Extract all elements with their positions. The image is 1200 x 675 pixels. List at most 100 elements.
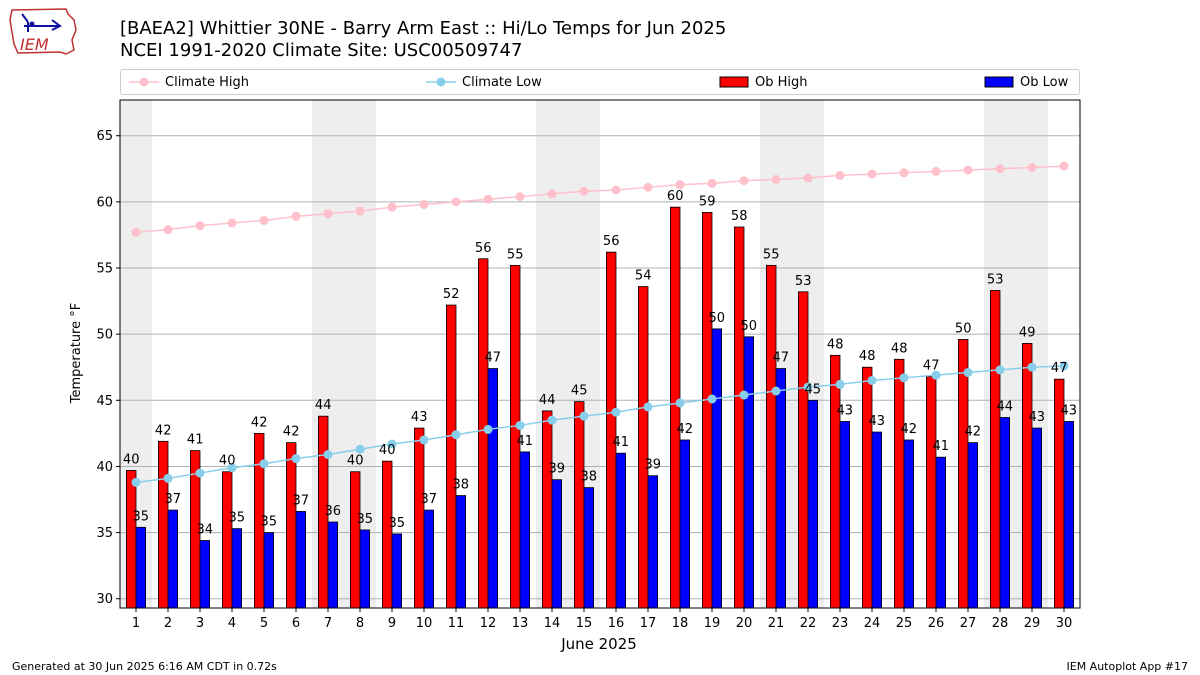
- ob-high-bar: [606, 251, 617, 609]
- ob-low-label: 37: [293, 493, 310, 508]
- ob-low-bar: [775, 368, 787, 609]
- climate-high-point: [1059, 161, 1069, 171]
- x-tick-label: 30: [1056, 616, 1073, 631]
- climate-low-point: [131, 477, 141, 487]
- climate-high-point: [995, 164, 1005, 174]
- ob-high-bar: [766, 264, 777, 609]
- x-tick-label: 8: [356, 616, 364, 631]
- climate-high-line: [135, 165, 1065, 234]
- climate-low-point: [643, 402, 653, 412]
- station-dot-icon: [29, 21, 35, 27]
- climate-high-point: [803, 173, 813, 183]
- ob-low-label: 38: [581, 470, 598, 485]
- climate-high-point: [707, 178, 717, 188]
- climate-high-point: [419, 200, 429, 210]
- ob-low-bar: [199, 540, 210, 609]
- climate-low-point: [771, 386, 781, 396]
- climate-low-point: [995, 365, 1005, 375]
- ob-high-label: 56: [475, 241, 492, 256]
- ob-low-label: 42: [901, 422, 918, 437]
- ob-high-label: 56: [603, 234, 620, 249]
- ob-low-label: 43: [1061, 403, 1078, 418]
- x-tick-label: 25: [896, 616, 913, 631]
- x-tick-label: 27: [960, 616, 977, 631]
- climate-high-point: [163, 225, 173, 235]
- ob-low-bar: [839, 421, 851, 609]
- x-tick-label: 24: [864, 616, 881, 631]
- ob-low-bar: [711, 328, 723, 609]
- climate-high-point: [387, 202, 397, 212]
- ob-high-label: 52: [443, 287, 460, 302]
- ob-low-label: 41: [517, 434, 534, 449]
- ob-low-label: 35: [357, 512, 374, 527]
- climate-high-point: [131, 227, 141, 237]
- ob-low-bar: [871, 431, 883, 609]
- climate-high-point: [291, 211, 301, 221]
- climate-high-point: [739, 176, 749, 186]
- climate-low-point: [835, 379, 845, 389]
- y-tick-label: 65: [96, 129, 113, 144]
- x-tick-label: 20: [736, 616, 753, 631]
- x-tick-label: 7: [324, 616, 332, 631]
- x-tick-label: 9: [388, 616, 396, 631]
- bar-data-labels: 40 35 42 37 41 34 40 35 42 35 42 37 44 36 40 35 40 35 43 37…: [123, 189, 1077, 537]
- x-tick-label: 13: [512, 616, 529, 631]
- climate-high-point: [675, 180, 685, 190]
- ob-high-label: 53: [795, 274, 812, 289]
- climate-low-point: [1059, 361, 1069, 371]
- ob-high-bar: [894, 358, 905, 609]
- x-axis-ticks: 1 2 3 4 5 6 7 8 9 10 11 12 13 14 15 16 17 18 19 20 21 22 23 24 2…: [132, 608, 1072, 631]
- ob-low-bar: [327, 521, 339, 609]
- ob-high-label: 58: [731, 209, 748, 224]
- ob-low-bar: [999, 417, 1011, 609]
- ob-high-label: 47: [1051, 361, 1068, 376]
- legend-climate-low: Climate Low: [426, 70, 542, 94]
- logo-text: IEM: [20, 35, 49, 54]
- climate-high-point: [355, 206, 365, 216]
- weather-station-icon: [21, 13, 62, 32]
- ob-low-bar: [359, 529, 371, 609]
- x-tick-label: 2: [164, 616, 172, 631]
- climate-low-point: [323, 450, 333, 460]
- ob-high-bar: [413, 427, 425, 609]
- ob-high-label: 42: [251, 415, 268, 430]
- ob-high-label: 44: [539, 393, 556, 408]
- climate-high-line-icon: [129, 77, 159, 87]
- ob-low-label: 43: [869, 414, 886, 429]
- climate-low-point: [227, 463, 237, 473]
- ob-low-bar: [583, 487, 595, 609]
- ob-high-label: 42: [283, 425, 300, 440]
- ob-high-bar: [990, 290, 1001, 609]
- climate-low-point: [611, 407, 621, 417]
- iowa-outline-icon: [9, 8, 77, 55]
- ob-high-label: 40: [219, 454, 236, 469]
- ob-high-bar: [574, 401, 585, 609]
- ob-low-label: 43: [1029, 410, 1046, 425]
- ob-high-label: 45: [571, 384, 588, 399]
- ob-low-bar: [647, 475, 659, 609]
- ob-high-bar: [1022, 343, 1033, 609]
- climate-low-point: [387, 439, 397, 449]
- ob-low-bar: [295, 511, 307, 609]
- x-tick-label: 6: [292, 616, 300, 631]
- ob-low-bar: [807, 399, 819, 609]
- ob-high-label: 55: [763, 247, 780, 262]
- ob-low-label: 39: [645, 458, 662, 473]
- ob-low-label: 39: [549, 462, 566, 477]
- ob-high-label: 42: [155, 423, 172, 438]
- ob-low-label: 35: [261, 515, 278, 530]
- legend-ob-low: Ob Low: [984, 70, 1068, 94]
- ob-low-label: 43: [837, 403, 854, 418]
- ob-low-label: 44: [997, 400, 1014, 415]
- y-tick-label: 55: [96, 262, 113, 277]
- x-tick-label: 11: [448, 616, 465, 631]
- ob-high-bar: [157, 440, 169, 609]
- ob-high-label: 53: [987, 273, 1004, 288]
- x-tick-label: 5: [260, 616, 268, 631]
- x-tick-label: 12: [480, 616, 497, 631]
- ob-high-bar: [126, 470, 137, 609]
- ob-low-label: 41: [933, 439, 950, 454]
- climate-high-point: [195, 221, 205, 231]
- x-axis-label: June 2025: [560, 635, 637, 653]
